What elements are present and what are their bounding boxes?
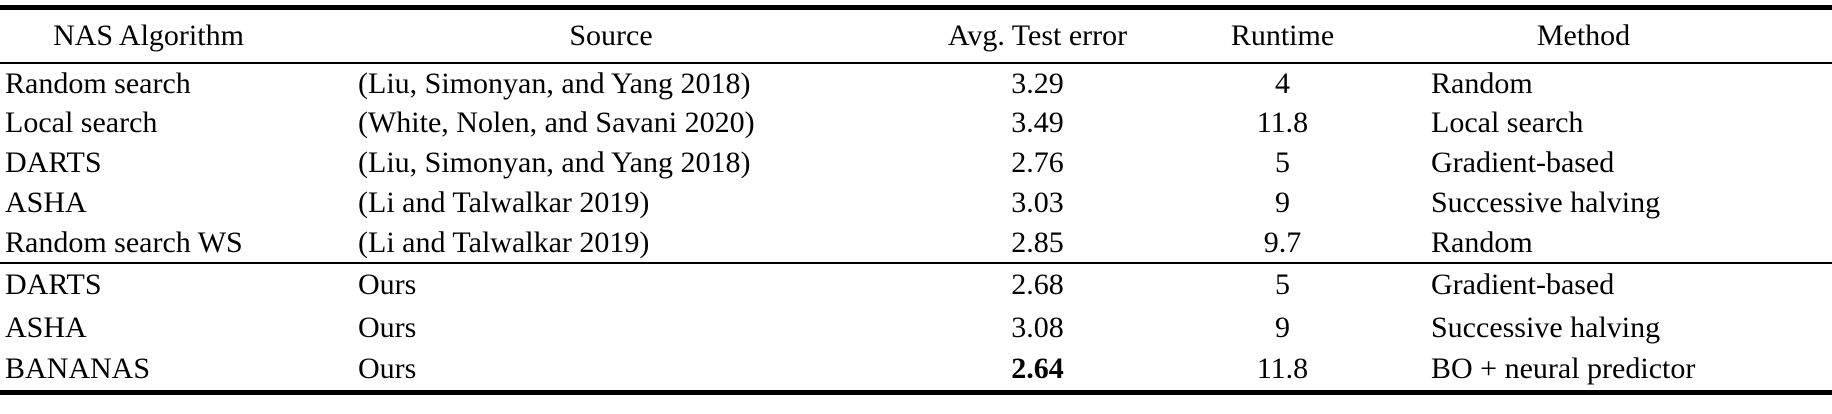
cell-method: Local search	[1431, 106, 1584, 139]
header-nas-algorithm: NAS Algorithm	[0, 7, 352, 64]
table-row: DARTS (Liu, Simonyan, and Yang 2018) 2.76 5…	[0, 143, 1832, 183]
cell-source: Ours	[352, 262, 920, 306]
nas-results-table: NAS Algorithm Source Avg. Test error Run…	[0, 5, 1832, 395]
cell-avg-test-error: 3.49	[1011, 106, 1064, 139]
table-header: NAS Algorithm Source Avg. Test error Run…	[0, 7, 1832, 64]
header-runtime: Runtime	[1155, 7, 1410, 64]
cell-source: Ours	[358, 352, 417, 386]
section-prior-work: Random search (Liu, Simonyan, and Yang 20…	[0, 63, 1832, 263]
cell-nas-algorithm: DARTS	[5, 146, 102, 179]
cell-source: (Li and Talwalkar 2019)	[358, 186, 650, 219]
table-row: Random search WS (Li and Talwalkar 2019) 2…	[0, 223, 1832, 263]
cell-source: Ours	[358, 310, 417, 344]
cell-nas-algorithm: Random search WS	[5, 225, 243, 259]
table-row: Random search (Liu, Simonyan, and Yang 20…	[0, 63, 1832, 103]
cell-avg-test-error: 2.64	[1011, 352, 1064, 386]
table-row: ASHA (Li and Talwalkar 2019) 3.03 9 Successi…	[0, 183, 1832, 223]
header-avg-test-error: Avg. Test error	[920, 7, 1155, 64]
cell-nas-algorithm: BANANAS	[5, 352, 151, 386]
cell-runtime: 9.7	[1263, 225, 1302, 259]
cell-source: (Liu, Simonyan, and Yang 2018)	[358, 66, 751, 100]
cell-method: Gradient-based	[1431, 146, 1615, 179]
cell-method: BO + neural predictor	[1431, 352, 1696, 386]
cell-runtime: 9	[1275, 186, 1290, 219]
cell-avg-test-error: 2.76	[1011, 146, 1064, 179]
section-ours: DARTS Ours 2.68 5 Gradient-based ASHA Ours 3.08…	[0, 262, 1832, 392]
table-row: Local search (White, Nolen, and Savani 20…	[0, 103, 1832, 143]
cell-nas-algorithm: ASHA	[5, 186, 87, 219]
cell-source: (Li and Talwalkar 2019)	[358, 225, 650, 259]
header-row: NAS Algorithm Source Avg. Test error Run…	[0, 7, 1832, 64]
cell-method: Random	[1431, 225, 1533, 259]
cell-nas-algorithm: Local search	[5, 106, 158, 139]
cell-source: (White, Nolen, and Savani 2020)	[358, 106, 755, 139]
cell-runtime: 4	[1275, 66, 1290, 100]
cell-runtime: 9	[1275, 310, 1290, 344]
cell-avg-test-error: 2.85	[1011, 225, 1064, 259]
header-method: Method	[1410, 7, 1832, 64]
cell-avg-test-error: 3.29	[1011, 66, 1064, 100]
cell-method: Successive halving	[1431, 186, 1661, 219]
cell-nas-algorithm: DARTS	[0, 262, 352, 306]
cell-avg-test-error: 3.03	[1011, 186, 1064, 219]
paper-table-figure: NAS Algorithm Source Avg. Test error Run…	[0, 5, 1832, 395]
cell-method: Successive halving	[1431, 310, 1661, 344]
cell-avg-test-error: 2.68	[920, 262, 1155, 306]
cell-nas-algorithm: Random search	[5, 66, 191, 100]
cell-avg-test-error: 3.08	[1011, 310, 1064, 344]
table-row: BANANAS Ours 2.64 11.8 BO + neural predictor	[0, 349, 1832, 392]
cell-runtime: 5	[1275, 146, 1290, 179]
cell-runtime: 11.8	[1256, 106, 1309, 139]
header-source: Source	[352, 7, 920, 64]
cell-nas-algorithm: ASHA	[5, 310, 87, 344]
cell-method: Random	[1431, 66, 1533, 100]
cell-runtime: 11.8	[1256, 352, 1309, 386]
cell-source: (Liu, Simonyan, and Yang 2018)	[358, 146, 751, 179]
cell-method: Gradient-based	[1410, 262, 1832, 306]
table-row: ASHA Ours 3.08 9 Successive halving	[0, 306, 1832, 349]
cell-runtime: 5	[1155, 262, 1410, 306]
table-row: DARTS Ours 2.68 5 Gradient-based	[0, 262, 1832, 306]
